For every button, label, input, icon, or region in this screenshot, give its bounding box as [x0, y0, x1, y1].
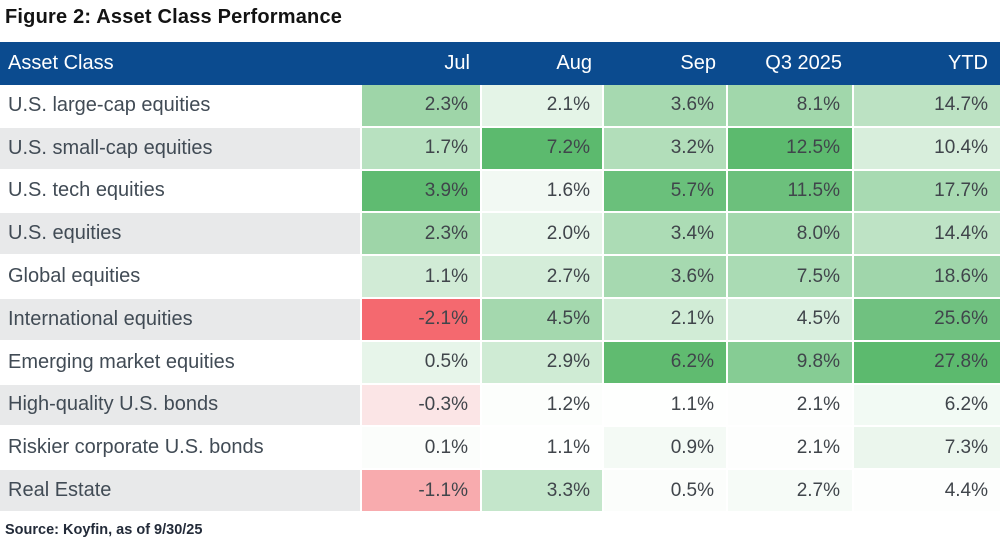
heatmap-cell-sep: 1.1% [604, 384, 728, 428]
row-label: U.S. tech equities [0, 170, 362, 214]
heatmap-cell-ytd: 4.4% [854, 470, 1000, 513]
table-row-high-quality-u-s-bonds: High-quality U.S. bonds -0.3% 1.2% 1.1% 2.1%… [0, 384, 1000, 428]
heatmap-cell-jul: 2.3% [362, 213, 482, 257]
heatmap-cell-jul: -1.1% [362, 470, 482, 513]
column-header-ytd: YTD [948, 52, 988, 74]
table-row-emerging-market-equities: Emerging market equities 0.5% 2.9% 6.2% 9.8%… [0, 341, 1000, 385]
column-header-asset-class: Asset Class [8, 52, 114, 74]
heatmap-cell-q3-2025: 7.5% [728, 256, 854, 299]
heatmap-cell-ytd: 17.7% [854, 170, 1000, 214]
heatmap-cell-aug: 2.0% [482, 213, 604, 257]
heatmap-cell-ytd: 14.7% [854, 85, 1000, 128]
heatmap-cell-ytd: 18.6% [854, 256, 1000, 299]
heatmap-cell-sep: 0.5% [604, 470, 728, 513]
table-row-u-s-small-cap-equities: U.S. small-cap equities 1.7% 7.2% 3.2% 12.5%… [0, 127, 1000, 171]
heatmap-cell-aug: 4.5% [482, 298, 604, 342]
heatmap-cell-jul: 1.1% [362, 256, 482, 299]
heatmap-cell-ytd: 7.3% [854, 427, 1000, 471]
row-label: U.S. equities [0, 213, 362, 257]
heatmap-cell-q3-2025: 2.1% [728, 427, 854, 471]
heatmap-cell-q3-2025: 2.7% [728, 470, 854, 513]
table-row-real-estate: Real Estate -1.1% 3.3% 0.5% 2.7% 4.4% [0, 470, 1000, 513]
heatmap-cell-ytd: 14.4% [854, 213, 1000, 257]
row-label: International equities [0, 298, 362, 342]
table-row-u-s-large-cap-equities: U.S. large-cap equities 2.3% 2.1% 3.6% 8.1% 1… [0, 85, 1000, 128]
heatmap-cell-aug: 2.1% [482, 85, 604, 128]
row-label: High-quality U.S. bonds [0, 384, 362, 428]
heatmap-cell-q3-2025: 9.8% [728, 341, 854, 385]
asset-class-performance-table: Asset Class Jul Aug Sep Q3 2025 YTD U.S. larg… [0, 42, 1000, 513]
heatmap-cell-aug: 1.2% [482, 384, 604, 428]
heatmap-cell-sep: 6.2% [604, 341, 728, 385]
heatmap-cell-q3-2025: 12.5% [728, 127, 854, 171]
table-row-global-equities: Global equities 1.1% 2.7% 3.6% 7.5% 18.6% [0, 256, 1000, 299]
heatmap-cell-q3-2025: 2.1% [728, 384, 854, 428]
heatmap-cell-jul: -2.1% [362, 298, 482, 342]
row-label: U.S. small-cap equities [0, 127, 362, 171]
heatmap-cell-sep: 0.9% [604, 427, 728, 471]
row-label: Real Estate [0, 470, 362, 513]
heatmap-cell-jul: 0.1% [362, 427, 482, 471]
table-body: U.S. large-cap equities 2.3% 2.1% 3.6% 8.1% 1… [0, 85, 1000, 513]
row-label: Global equities [0, 256, 362, 299]
heatmap-cell-jul: -0.3% [362, 384, 482, 428]
heatmap-cell-aug: 2.9% [482, 341, 604, 385]
table-row-u-s-equities: U.S. equities 2.3% 2.0% 3.4% 8.0% 14.4% [0, 213, 1000, 257]
heatmap-cell-sep: 5.7% [604, 170, 728, 214]
heatmap-cell-q3-2025: 11.5% [728, 170, 854, 214]
heatmap-cell-jul: 0.5% [362, 341, 482, 385]
heatmap-cell-jul: 3.9% [362, 170, 482, 214]
table-header-row: Asset Class Jul Aug Sep Q3 2025 YTD [0, 42, 1000, 85]
heatmap-cell-ytd: 27.8% [854, 341, 1000, 385]
table-row-international-equities: International equities -2.1% 4.5% 2.1% 4.5% 2… [0, 298, 1000, 342]
column-header-aug: Aug [556, 52, 592, 74]
heatmap-cell-jul: 1.7% [362, 127, 482, 171]
heatmap-cell-ytd: 25.6% [854, 298, 1000, 342]
heatmap-cell-q3-2025: 4.5% [728, 298, 854, 342]
heatmap-cell-aug: 1.6% [482, 170, 604, 214]
heatmap-cell-jul: 2.3% [362, 85, 482, 128]
heatmap-cell-ytd: 10.4% [854, 127, 1000, 171]
heatmap-cell-q3-2025: 8.1% [728, 85, 854, 128]
heatmap-cell-sep: 3.6% [604, 256, 728, 299]
heatmap-cell-sep: 3.4% [604, 213, 728, 257]
heatmap-cell-sep: 3.2% [604, 127, 728, 171]
row-label: Emerging market equities [0, 341, 362, 385]
heatmap-cell-aug: 3.3% [482, 470, 604, 513]
heatmap-cell-sep: 2.1% [604, 298, 728, 342]
table-row-u-s-tech-equities: U.S. tech equities 3.9% 1.6% 5.7% 11.5% 17.7% [0, 170, 1000, 214]
heatmap-cell-q3-2025: 8.0% [728, 213, 854, 257]
heatmap-cell-sep: 3.6% [604, 85, 728, 128]
heatmap-cell-aug: 7.2% [482, 127, 604, 171]
row-label: U.S. large-cap equities [0, 85, 362, 128]
heatmap-cell-aug: 1.1% [482, 427, 604, 471]
heatmap-cell-ytd: 6.2% [854, 384, 1000, 428]
figure-title: Figure 2: Asset Class Performance [5, 6, 343, 28]
column-header-jul: Jul [444, 52, 470, 74]
column-header-sep: Sep [680, 52, 716, 74]
table-row-riskier-corporate-u-s-bonds: Riskier corporate U.S. bonds 0.1% 1.1% 0.9%… [0, 427, 1000, 471]
heatmap-cell-aug: 2.7% [482, 256, 604, 299]
row-label: Riskier corporate U.S. bonds [0, 427, 362, 471]
source-note: Source: Koyfin, as of 9/30/25 [5, 522, 203, 538]
column-header-q3-2025: Q3 2025 [765, 52, 842, 74]
